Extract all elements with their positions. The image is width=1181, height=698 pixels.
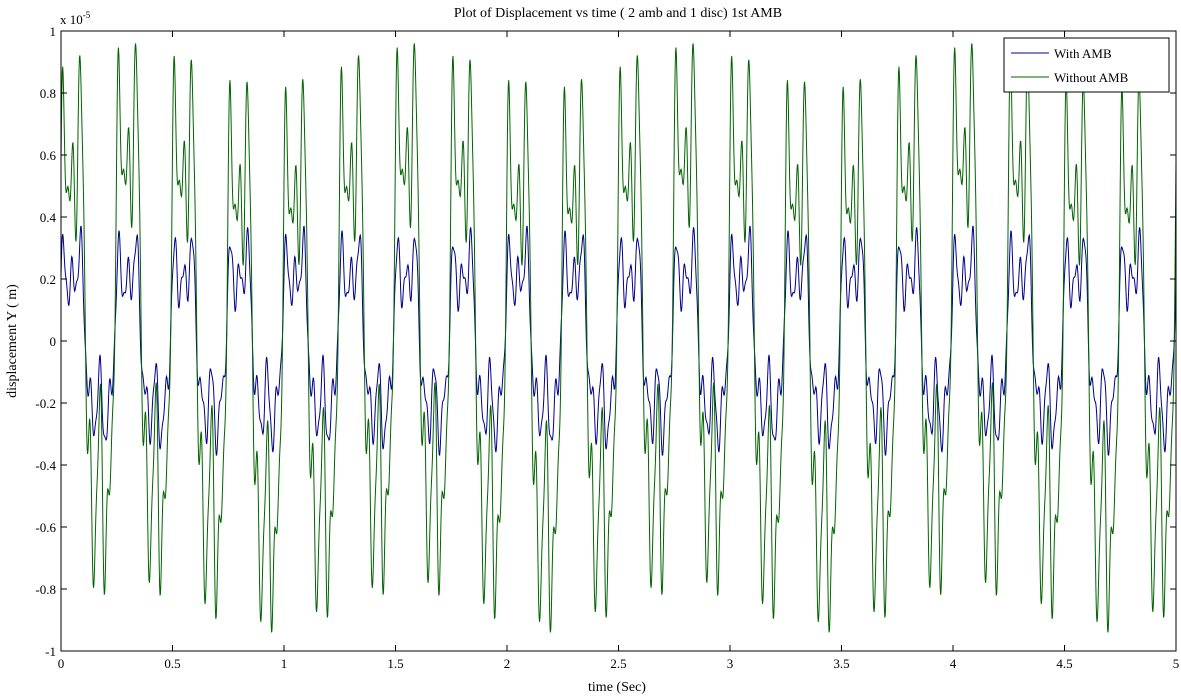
y-multiplier-exponent: -5 [83,10,91,20]
x-axis-ticks: 0 0.5 1 1.5 2 2.5 3 3.5 4 4.5 5 [58,31,1180,671]
y-axis-ticks: -1 -0.8 -0.6 -0.4 -0.2 0 0.2 0.4 0.6 0.8 1 [35,24,1176,659]
y-tick-label: -0.4 [35,458,56,473]
y-tick-label: 0.4 [40,210,57,225]
x-tick-label: 3.5 [833,656,849,671]
x-tick-label: 4.5 [1056,656,1072,671]
legend-label-without-amb: Without AMB [1054,70,1129,85]
series-line-with-amb [60,225,1177,456]
legend-box [1003,37,1170,93]
x-tick-label: 0.5 [164,656,180,671]
x-axis-label: time (Sec) [588,680,646,695]
x-tick-label: 4 [950,656,957,671]
legend: With AMB Without AMB [1003,37,1170,93]
x-tick-label: 0 [58,656,65,671]
legend-label-with-amb: With AMB [1054,46,1112,61]
y-tick-label: 0.2 [40,272,56,287]
x-tick-label: 1 [281,656,288,671]
y-multiplier-base: x 10 [60,12,83,27]
x-tick-label: 2 [504,656,511,671]
chart-title: Plot of Displacement vs time ( 2 amb and… [454,6,782,21]
y-tick-label: -0.2 [35,396,56,411]
y-tick-label: -0.8 [35,582,56,597]
series-line-without-amb [60,43,1177,633]
y-tick-label: 0.8 [40,86,56,101]
y-tick-label: -1 [45,644,56,659]
x-tick-label: 2.5 [610,656,626,671]
y-multiplier: x 10-5 [60,10,91,27]
y-axis-label: displacement Y ( m) [5,284,20,398]
y-tick-label: -0.6 [35,520,56,535]
series-layer [60,43,1177,633]
y-tick-label: 1 [50,24,57,39]
y-tick-label: 0.6 [40,148,57,163]
x-tick-label: 5 [1173,656,1180,671]
x-tick-label: 1.5 [387,656,403,671]
x-tick-label: 3 [727,656,734,671]
y-tick-label: 0 [50,334,57,349]
